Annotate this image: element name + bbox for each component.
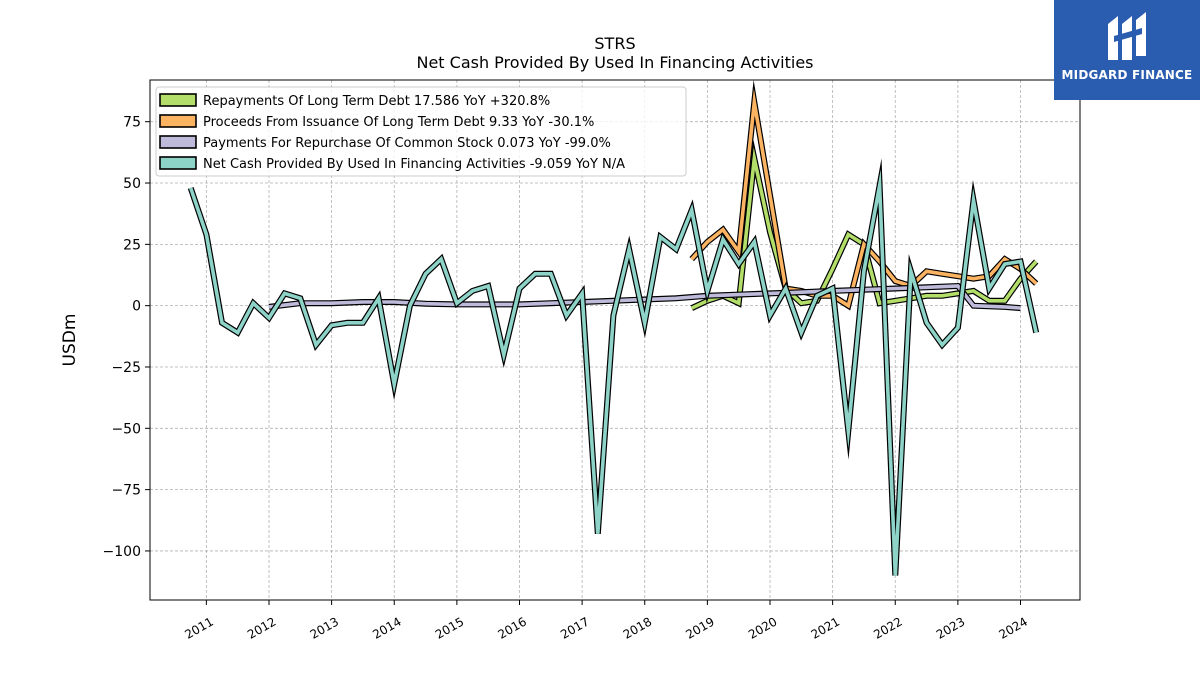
legend-label: Payments For Repurchase Of Common Stock …: [203, 136, 611, 151]
series-stroke: [690, 88, 1038, 309]
y-tick-label: −50: [111, 421, 141, 437]
series-2-line: [689, 79, 1039, 311]
x-tick-label: 2017: [558, 614, 591, 641]
series-3-line: [268, 282, 1021, 312]
legend-swatch: [159, 93, 197, 107]
y-tick-label: −75: [111, 483, 141, 499]
y-tick-label: −100: [103, 544, 141, 560]
chart-subtitle: Net Cash Provided By Used In Financing A…: [416, 53, 813, 72]
y-tick-label: 50: [123, 176, 141, 192]
x-axis: 2011 2012 2013 2014 2015 2016 2017 2018 2019 2020…: [182, 600, 1030, 642]
series-4-line: [187, 158, 1040, 576]
series-lines: [187, 79, 1040, 576]
x-tick-label: 2012: [245, 614, 278, 641]
legend-label: Net Cash Provided By Used In Financing A…: [203, 157, 625, 172]
midgard-logo-icon: [1108, 12, 1146, 60]
x-tick-label: 2019: [683, 614, 716, 641]
x-tick-label: 2014: [370, 614, 403, 641]
legend-entry: Repayments Of Long Term Debt 17.586 YoY …: [159, 93, 550, 109]
legend-entry: Payments For Repurchase Of Common Stock …: [159, 135, 611, 151]
legend-entry: Proceeds From Issuance Of Long Term Debt…: [159, 114, 594, 130]
x-tick-label: 2023: [934, 614, 967, 641]
y-axis-label: USDm: [60, 314, 80, 367]
legend: Repayments Of Long Term Debt 17.586 YoY …: [155, 86, 687, 177]
x-tick-label: 2024: [997, 614, 1030, 641]
y-tick-label: 25: [123, 237, 141, 253]
legend-swatch: [159, 135, 197, 149]
x-tick-label: 2011: [182, 614, 215, 641]
legend-entry: Net Cash Provided By Used In Financing A…: [159, 156, 625, 172]
legend-box: [155, 86, 687, 177]
y-tick-label: −25: [111, 360, 141, 376]
legend-label: Proceeds From Issuance Of Long Term Debt…: [203, 115, 594, 130]
x-tick-label: 2021: [809, 614, 842, 641]
x-tick-label: 2013: [308, 614, 341, 641]
series-stroke: [188, 169, 1038, 576]
chart-title: STRS: [594, 34, 635, 53]
x-tick-label: 2015: [433, 614, 466, 641]
logo-text: MIDGARD FINANCE: [1061, 68, 1193, 82]
legend-swatch: [159, 156, 197, 170]
legend-label: Repayments Of Long Term Debt 17.586 YoY …: [203, 94, 550, 109]
brand-logo: MIDGARD FINANCE: [1054, 0, 1200, 100]
y-axis: 75 50 25 0 −25 −50 −75 −100: [103, 115, 150, 560]
y-tick-label: 75: [123, 115, 141, 131]
legend-swatch: [159, 114, 197, 128]
plot-frame: [149, 79, 1081, 601]
x-tick-label: 2020: [746, 614, 779, 641]
x-tick-label: 2022: [871, 614, 904, 641]
y-tick-label: 0: [132, 299, 141, 315]
x-tick-label: 2018: [621, 614, 654, 641]
x-tick-label: 2016: [496, 614, 529, 641]
series-stroke: [268, 284, 1021, 310]
